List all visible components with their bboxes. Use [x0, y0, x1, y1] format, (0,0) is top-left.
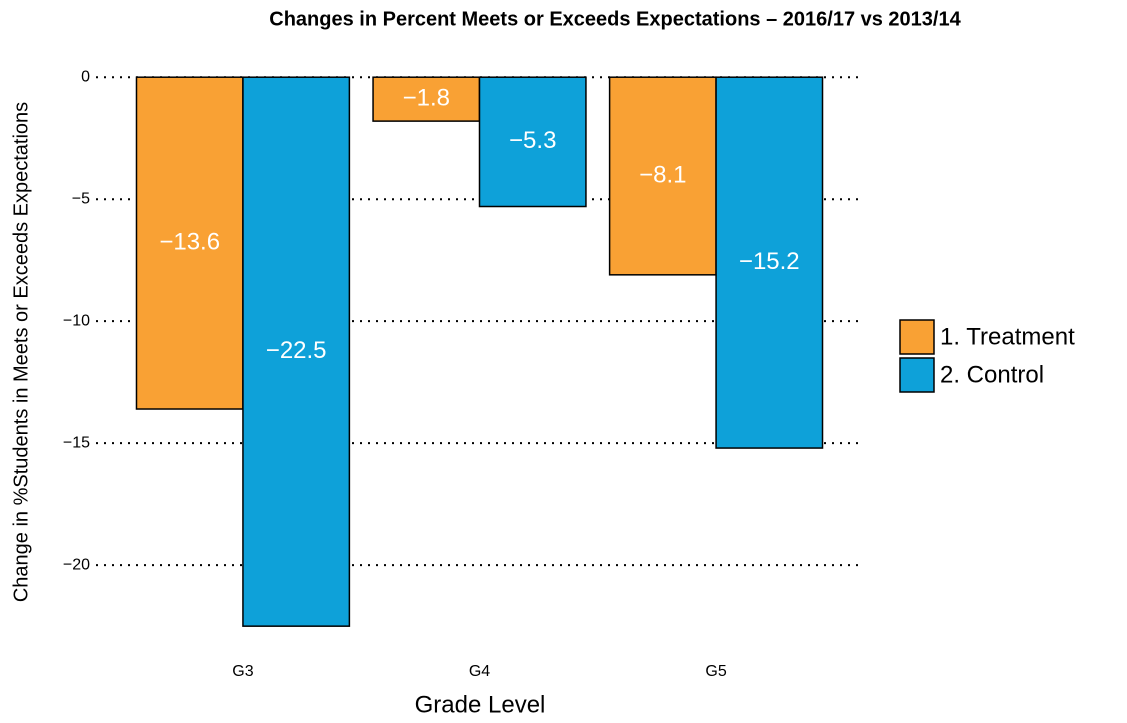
legend-key [899, 357, 935, 393]
chart-title: Changes in Percent Meets or Exceeds Expe… [269, 8, 961, 30]
bar [478, 76, 587, 208]
bar [242, 76, 351, 627]
y-axis-label: Change in %Students in Meets or Exceeds … [10, 102, 32, 602]
x-tick-label: G5 [705, 663, 726, 680]
legend-key [899, 319, 935, 355]
x-axis-label: Grade Level [415, 691, 546, 718]
value-label: −13.6 [159, 228, 220, 255]
bar [372, 76, 481, 122]
legend-label: 1. Treatment [940, 323, 1075, 350]
y-tick-label: −10 [63, 312, 90, 329]
value-label: −5.3 [509, 127, 556, 154]
value-label: −8.1 [639, 161, 686, 188]
value-label: −22.5 [266, 337, 327, 364]
x-tick-label: G4 [469, 663, 490, 680]
bar [715, 76, 824, 449]
y-tick-label: 0 [81, 68, 90, 85]
y-tick-label: −15 [63, 434, 90, 451]
value-label: −1.8 [403, 85, 450, 112]
y-tick-label: −5 [72, 190, 90, 207]
bar [135, 76, 244, 410]
x-tick-label: G3 [232, 663, 253, 680]
bar [608, 76, 717, 276]
y-tick-label: −20 [63, 556, 90, 573]
value-label: −15.2 [739, 248, 800, 275]
legend-label: 2. Control [940, 361, 1044, 388]
